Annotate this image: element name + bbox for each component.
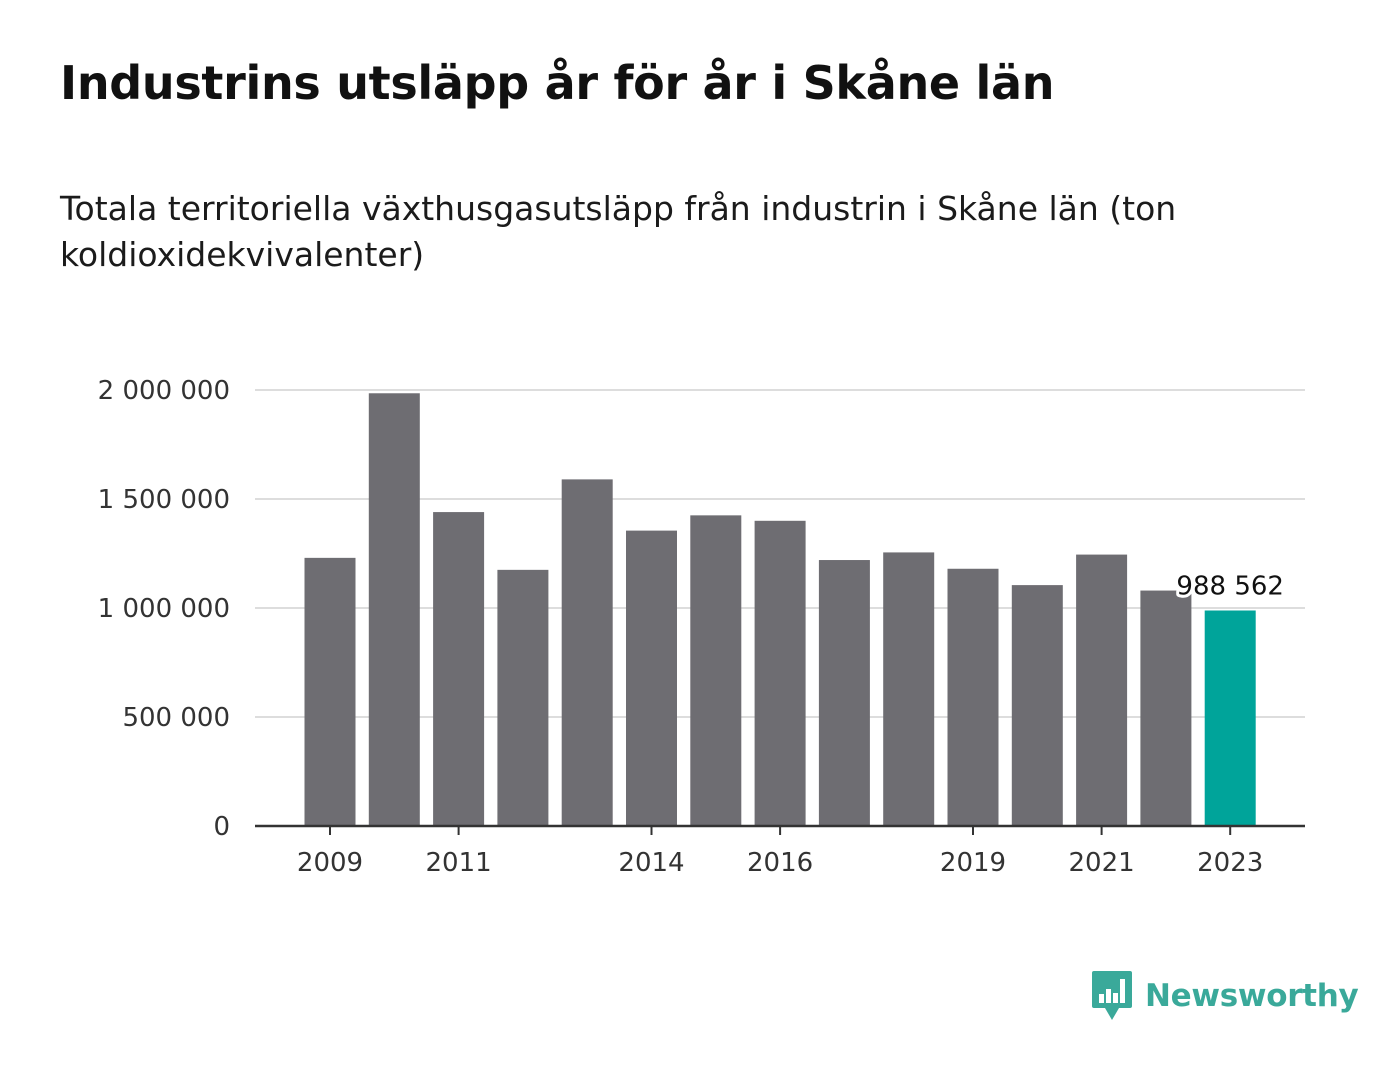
bar [690,515,742,826]
bar-chart: 0 500 000 1 000 000 1 500 000 2 000 000 2009 2… [98,376,1305,878]
x-tick-label: 2016 [747,848,813,878]
y-tick-label: 1 500 000 [98,485,230,515]
y-tick-label: 1 000 000 [98,594,230,624]
bar [1011,585,1063,826]
y-tick-label: 500 000 [122,703,230,733]
bar-highlight [1204,610,1256,826]
x-tick-label: 2014 [618,848,684,878]
bar [1140,590,1192,826]
bar [626,530,677,826]
bar [947,568,999,826]
data-label: 988 562 [1176,571,1284,601]
bar [368,393,420,826]
y-tick-label: 0 [213,812,230,842]
chart-subtitle: Totala territoriella växthusgasutsläpp f… [60,189,1177,274]
axes [255,824,1305,835]
newsworthy-logo: Newsworthy [1091,970,1359,1022]
bar [497,569,549,826]
x-tick-label: 2023 [1197,848,1263,878]
chart-title: Industrins utsläpp år för år i Skåne län [60,56,1055,110]
labels: 0 500 000 1 000 000 1 500 000 2 000 000 2009 2… [98,376,1287,878]
y-tick-label: 2 000 000 [98,376,230,406]
x-tick-label: 2009 [297,848,363,878]
bar [754,520,806,826]
bar [883,552,935,826]
newsworthy-logo-icon [1092,971,1132,1020]
x-tick-label: 2019 [940,848,1006,878]
bar [561,479,613,826]
bar [433,512,485,826]
bar [304,557,356,826]
brand-name: Newsworthy [1145,978,1359,1014]
gridlines [255,389,1305,718]
x-tick-label: 2021 [1069,848,1135,878]
x-tick-label: 2011 [426,848,492,878]
bar [818,560,870,826]
bars [304,393,1256,826]
bar [1076,554,1128,826]
